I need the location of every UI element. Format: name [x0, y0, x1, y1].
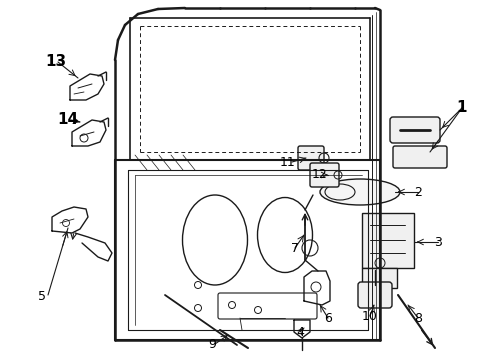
- Text: 5: 5: [38, 289, 46, 302]
- Text: 14: 14: [57, 112, 78, 127]
- FancyBboxPatch shape: [298, 146, 324, 170]
- Text: 6: 6: [324, 311, 332, 324]
- FancyBboxPatch shape: [310, 163, 339, 187]
- Text: 9: 9: [208, 338, 216, 351]
- Text: 13: 13: [46, 54, 67, 69]
- Text: 8: 8: [414, 311, 422, 324]
- FancyBboxPatch shape: [390, 117, 440, 143]
- FancyBboxPatch shape: [358, 282, 392, 308]
- Text: 3: 3: [434, 235, 442, 248]
- Text: 12: 12: [312, 168, 328, 181]
- FancyBboxPatch shape: [362, 213, 414, 268]
- Text: 1: 1: [457, 100, 467, 116]
- FancyBboxPatch shape: [362, 268, 397, 288]
- Text: 10: 10: [362, 310, 378, 323]
- Ellipse shape: [320, 179, 400, 205]
- Text: 4: 4: [296, 325, 304, 338]
- FancyBboxPatch shape: [393, 146, 447, 168]
- Text: 2: 2: [414, 185, 422, 198]
- Text: 11: 11: [280, 156, 296, 168]
- Text: 7: 7: [291, 242, 299, 255]
